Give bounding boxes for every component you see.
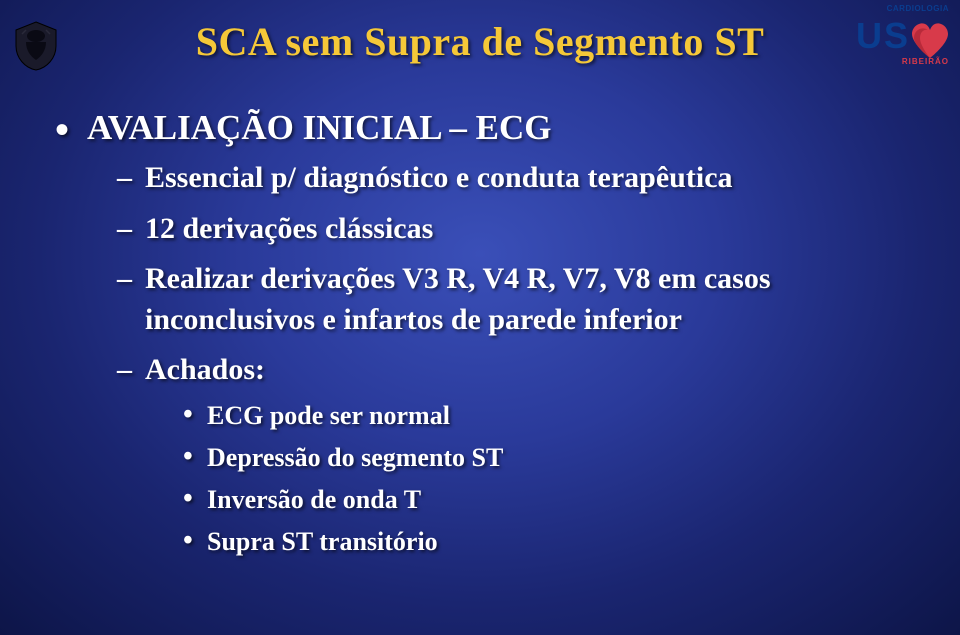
bullet-level2: 12 derivações clássicas xyxy=(117,209,920,250)
bullet-level1: AVALIAÇÃO INICIAL – ECG xyxy=(55,108,920,148)
bullet-level2: Realizar derivações V3 R, V4 R, V7, V8 e… xyxy=(117,259,920,340)
bullet-level3: Inversão de onda T xyxy=(183,485,920,515)
slide-title: SCA sem Supra de Segmento ST xyxy=(0,18,960,65)
logo-top-text: CARDIOLOGIA xyxy=(887,4,949,13)
slide-content: AVALIAÇÃO INICIAL – ECG Essencial p/ dia… xyxy=(55,108,920,569)
bullet-level2: Achados: xyxy=(117,350,920,391)
bullet-level2: Essencial p/ diagnóstico e conduta terap… xyxy=(117,158,920,199)
bullet-level3: Supra ST transitório xyxy=(183,527,920,557)
bullet-level3: ECG pode ser normal xyxy=(183,401,920,431)
bullet-level3: Depressão do segmento ST xyxy=(183,443,920,473)
